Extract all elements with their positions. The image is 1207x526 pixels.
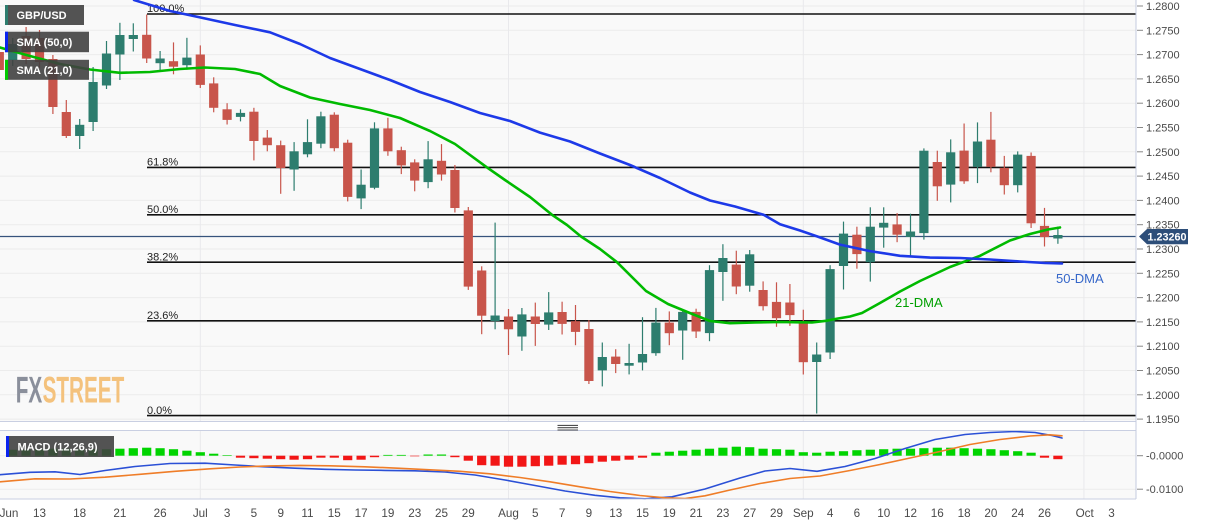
svg-text:29: 29 bbox=[462, 507, 475, 520]
svg-text:50-DMA: 50-DMA bbox=[1056, 271, 1104, 286]
svg-text:20: 20 bbox=[984, 507, 998, 520]
svg-text:1.2500: 1.2500 bbox=[1146, 147, 1180, 159]
svg-text:23: 23 bbox=[408, 507, 421, 520]
svg-text:18: 18 bbox=[73, 507, 86, 520]
svg-text:9: 9 bbox=[277, 507, 284, 520]
svg-text:1.2250: 1.2250 bbox=[1146, 268, 1180, 280]
svg-text:13: 13 bbox=[609, 507, 622, 520]
svg-text:29: 29 bbox=[770, 507, 783, 520]
svg-text:3: 3 bbox=[1108, 507, 1115, 520]
svg-text:1.2650: 1.2650 bbox=[1146, 74, 1180, 86]
svg-text:1.2600: 1.2600 bbox=[1146, 98, 1180, 110]
svg-text:SMA (21,0): SMA (21,0) bbox=[17, 65, 73, 77]
svg-text:19: 19 bbox=[381, 507, 394, 520]
svg-text:1.1950: 1.1950 bbox=[1146, 414, 1180, 426]
svg-text:-0.0000: -0.0000 bbox=[1146, 451, 1183, 463]
svg-text:Sep: Sep bbox=[793, 507, 814, 520]
svg-text:26: 26 bbox=[154, 507, 167, 520]
svg-text:1.2450: 1.2450 bbox=[1146, 171, 1180, 183]
svg-text:19: 19 bbox=[663, 507, 676, 520]
svg-text:GBP/USD: GBP/USD bbox=[17, 10, 67, 22]
svg-text:3: 3 bbox=[224, 507, 231, 520]
svg-text:1.2000: 1.2000 bbox=[1146, 390, 1180, 402]
svg-text:38.2%: 38.2% bbox=[147, 251, 178, 263]
svg-text:23: 23 bbox=[716, 507, 729, 520]
svg-text:1.2750: 1.2750 bbox=[1146, 25, 1180, 37]
svg-text:Jun: Jun bbox=[0, 507, 18, 520]
svg-text:13: 13 bbox=[33, 507, 46, 520]
svg-text:1.2200: 1.2200 bbox=[1146, 293, 1180, 305]
svg-text:SMA (50,0): SMA (50,0) bbox=[17, 37, 73, 49]
svg-text:1.2400: 1.2400 bbox=[1146, 195, 1180, 207]
svg-text:11: 11 bbox=[301, 507, 313, 520]
svg-text:24: 24 bbox=[1011, 507, 1025, 520]
svg-text:1.2550: 1.2550 bbox=[1146, 123, 1180, 135]
svg-text:23.6%: 23.6% bbox=[147, 310, 178, 322]
svg-text:18: 18 bbox=[958, 507, 971, 520]
svg-text:MACD (12,26,9): MACD (12,26,9) bbox=[18, 442, 98, 454]
svg-text:21: 21 bbox=[690, 507, 703, 520]
svg-text:-0.0100: -0.0100 bbox=[1146, 484, 1183, 496]
svg-text:1.2700: 1.2700 bbox=[1146, 50, 1180, 62]
svg-text:16: 16 bbox=[931, 507, 944, 520]
svg-text:STREET: STREET bbox=[43, 370, 125, 411]
svg-text:1.2300: 1.2300 bbox=[1146, 244, 1180, 256]
svg-text:21: 21 bbox=[113, 507, 126, 520]
svg-text:Jul: Jul bbox=[193, 507, 208, 520]
svg-text:25: 25 bbox=[435, 507, 449, 520]
svg-text:1.2800: 1.2800 bbox=[1146, 1, 1180, 13]
svg-text:21-DMA: 21-DMA bbox=[895, 295, 943, 310]
svg-text:61.8%: 61.8% bbox=[147, 157, 178, 169]
svg-text:5: 5 bbox=[532, 507, 539, 520]
svg-text:0.0%: 0.0% bbox=[147, 405, 172, 417]
svg-text:1.2350: 1.2350 bbox=[1146, 220, 1180, 232]
svg-text:9: 9 bbox=[586, 507, 593, 520]
svg-text:FX: FX bbox=[16, 370, 42, 411]
svg-text:1.2150: 1.2150 bbox=[1146, 317, 1180, 329]
svg-text:1.2100: 1.2100 bbox=[1146, 341, 1180, 353]
svg-text:50.0%: 50.0% bbox=[147, 204, 178, 216]
svg-text:6: 6 bbox=[854, 507, 861, 520]
svg-text:Oct: Oct bbox=[1076, 507, 1095, 520]
svg-text:10: 10 bbox=[877, 507, 891, 520]
svg-text:5: 5 bbox=[251, 507, 258, 520]
svg-text:1.23260: 1.23260 bbox=[1148, 232, 1187, 244]
svg-text:15: 15 bbox=[328, 507, 342, 520]
svg-text:26: 26 bbox=[1038, 507, 1051, 520]
svg-text:12: 12 bbox=[904, 507, 917, 520]
svg-text:7: 7 bbox=[559, 507, 566, 520]
svg-text:Aug: Aug bbox=[498, 507, 519, 520]
svg-text:15: 15 bbox=[636, 507, 650, 520]
svg-text:27: 27 bbox=[743, 507, 756, 520]
svg-text:17: 17 bbox=[355, 507, 368, 520]
svg-text:4: 4 bbox=[827, 507, 834, 520]
svg-text:1.2050: 1.2050 bbox=[1146, 366, 1180, 378]
